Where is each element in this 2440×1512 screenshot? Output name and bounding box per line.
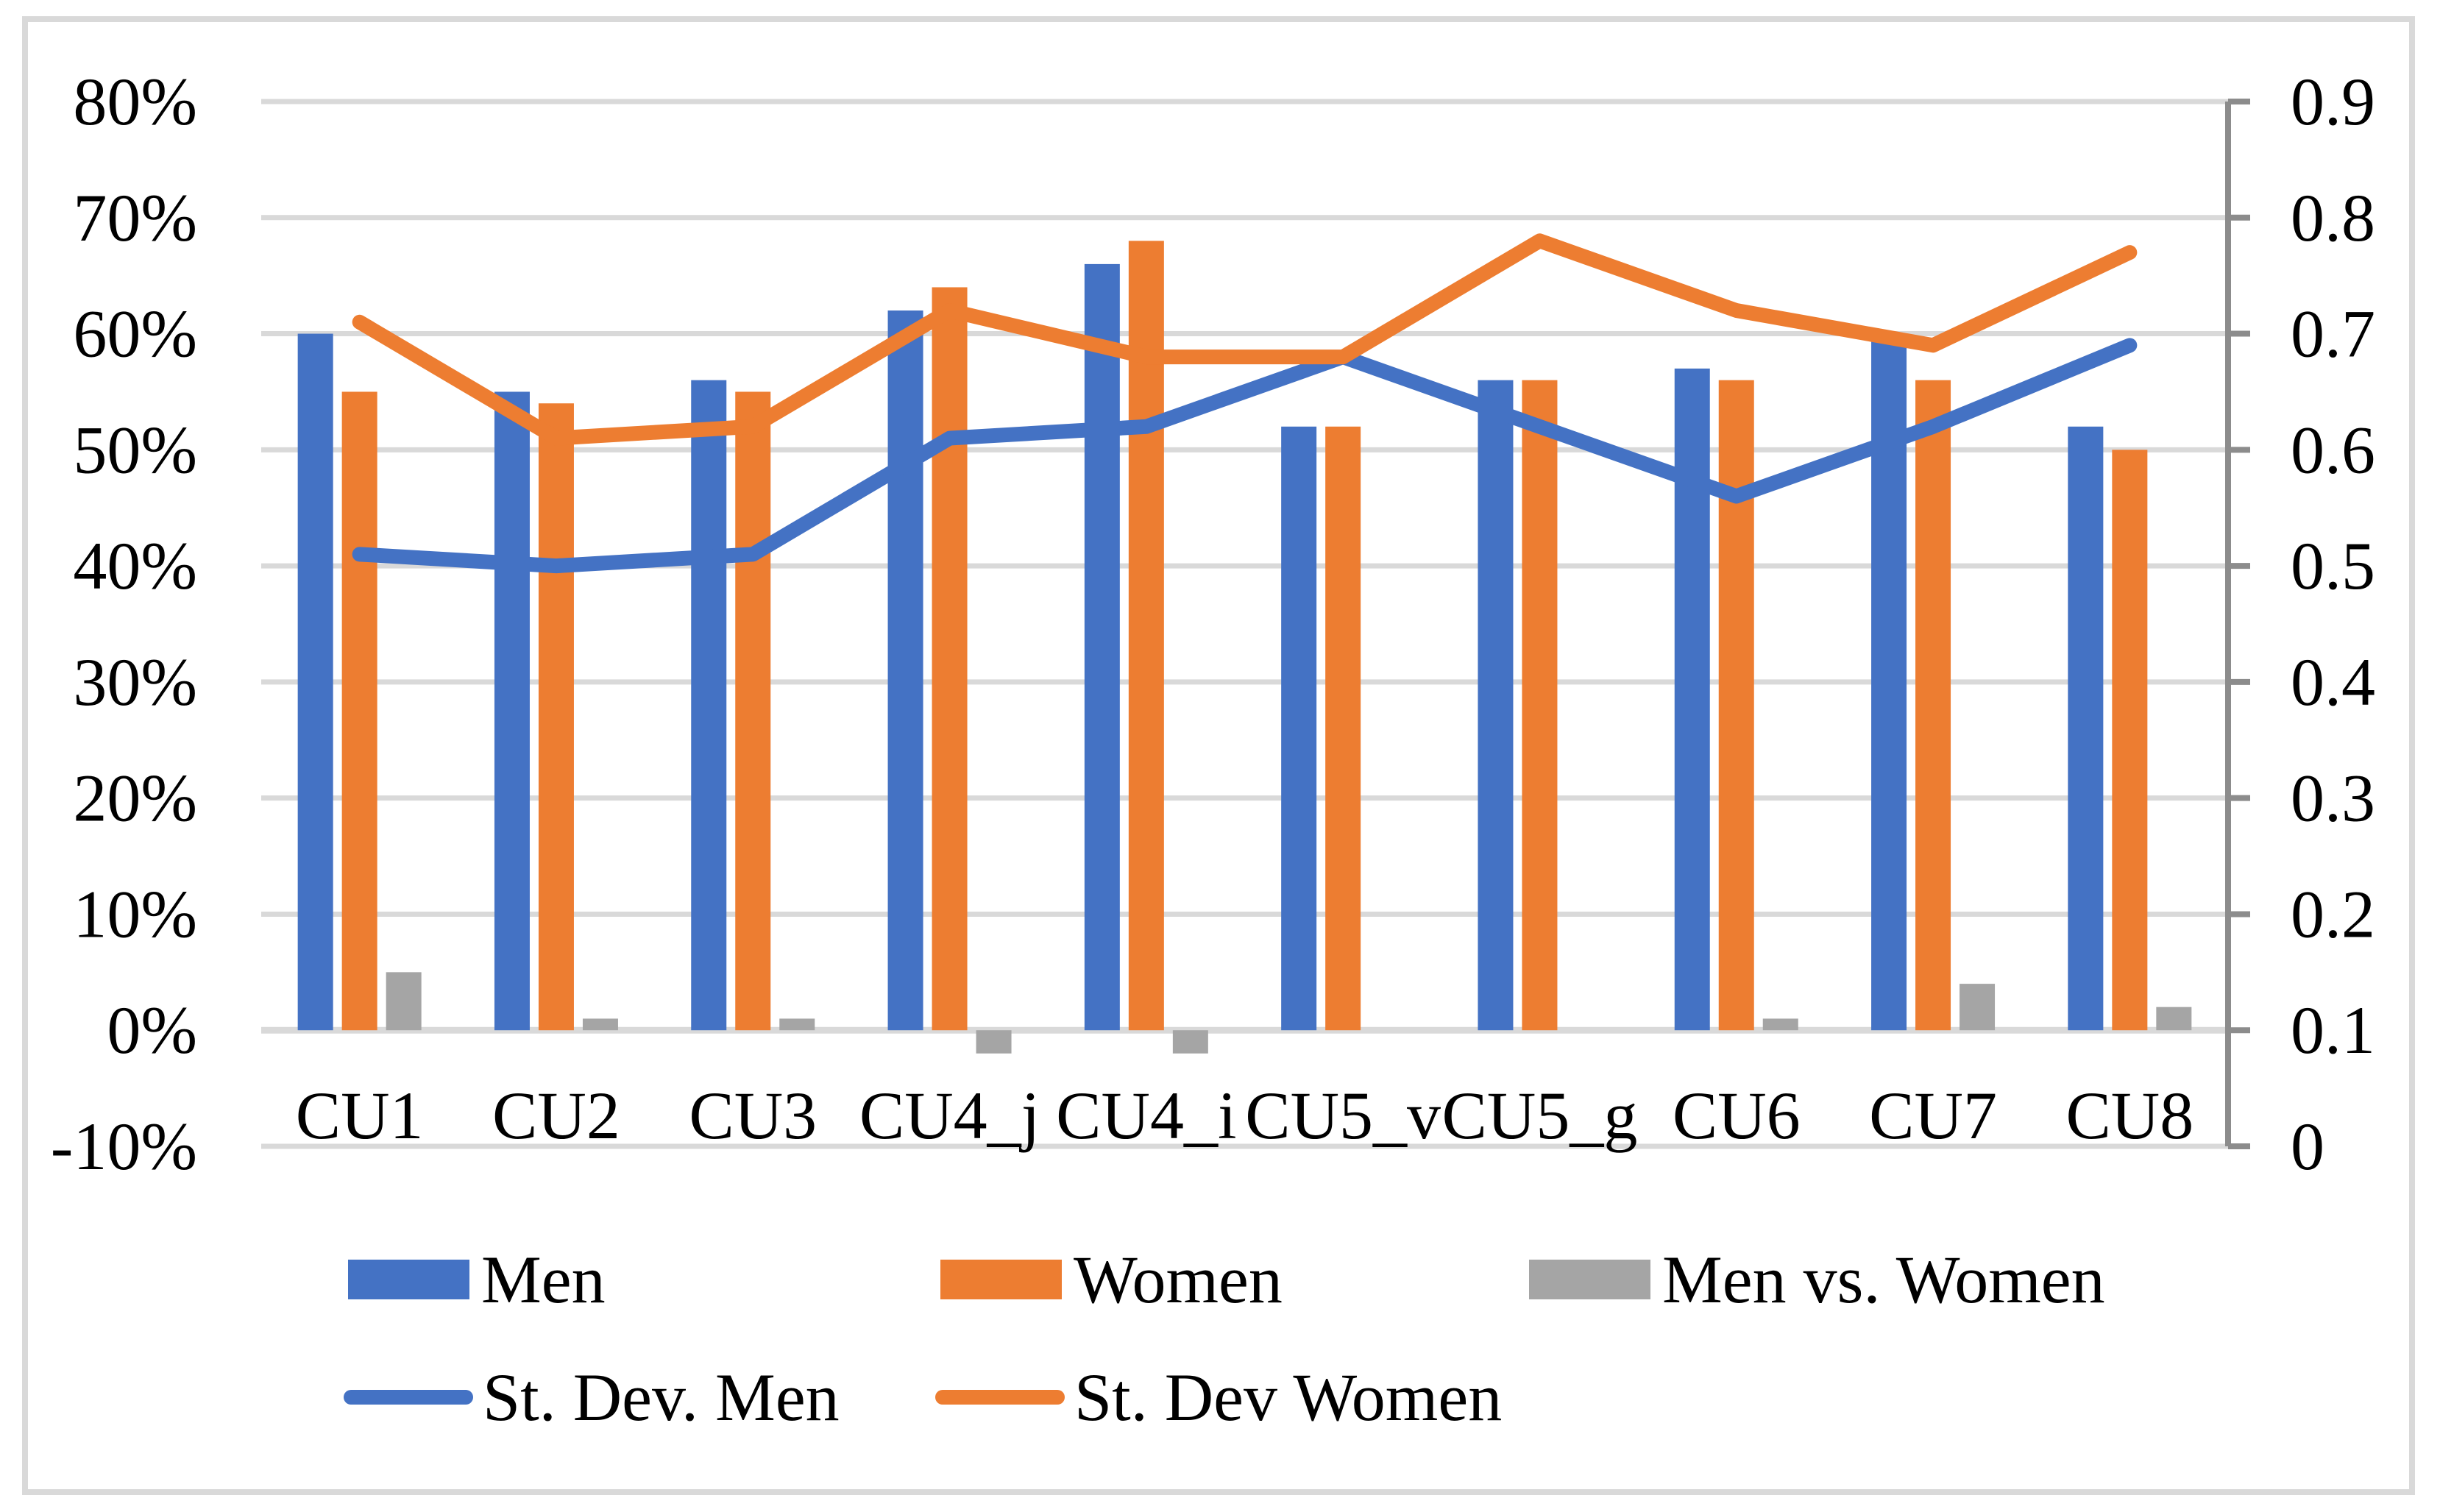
right-axis-label-0.4: 0.4 <box>2291 645 2375 720</box>
chart-border <box>22 16 2415 1495</box>
bar-women-CU6 <box>1718 380 1754 1031</box>
bar-men-vs-women-CU8 <box>2156 1007 2192 1031</box>
right-axis-label-0: 0 <box>2291 1109 2324 1184</box>
legend-swatch-men <box>348 1260 469 1299</box>
left-axis-label--10%: -10% <box>51 1109 197 1184</box>
x-axis-label-CU4_i: CU4_i <box>1056 1078 1236 1153</box>
bar-men-vs-women-CU6 <box>1762 1018 1798 1031</box>
right-axis-label-0.8: 0.8 <box>2291 180 2375 255</box>
bar-men-vs-women-CU1 <box>386 972 422 1031</box>
legend-swatch-men-vs-women <box>1529 1260 1650 1299</box>
x-axis-label-CU1: CU1 <box>296 1078 424 1153</box>
right-axis-label-0.6: 0.6 <box>2291 412 2375 487</box>
bar-women-CU2 <box>538 403 574 1031</box>
bar-men-CU2 <box>494 391 530 1031</box>
legend-item-men: Men <box>348 1242 606 1317</box>
x-axis-label-CU5_v: CU5_v <box>1245 1078 1441 1153</box>
left-axis-label-0%: 0% <box>107 993 197 1068</box>
x-axis-label-CU7: CU7 <box>1869 1078 1997 1153</box>
x-axis-label-CU4_j: CU4_j <box>859 1078 1040 1153</box>
bar-women-CU3 <box>735 391 771 1031</box>
left-axis-label-20%: 20% <box>73 761 197 836</box>
right-axis-label-0.3: 0.3 <box>2291 761 2375 836</box>
legend-item-stdev-women: St. Dev Women <box>935 1360 1502 1435</box>
bar-men-vs-women-CU3 <box>779 1018 815 1031</box>
left-axis-label-10%: 10% <box>73 876 197 951</box>
left-axis-label-50%: 50% <box>73 412 197 487</box>
bar-women-CU5_v <box>1325 426 1361 1031</box>
bar-men-CU6 <box>1674 368 1710 1031</box>
bar-men-CU1 <box>297 333 333 1031</box>
right-axis-label-0.9: 0.9 <box>2291 64 2375 139</box>
legend-label-stdev-women: St. Dev Women <box>1074 1360 1503 1435</box>
line-st-dev-men <box>352 338 2138 574</box>
right-axis-label-0.1: 0.1 <box>2291 993 2375 1068</box>
legend-swatch-women <box>940 1260 1062 1299</box>
left-axis-label-70%: 70% <box>73 180 197 255</box>
bar-men-vs-women-CU4_i <box>1172 1030 1208 1054</box>
left-axis-label-30%: 30% <box>73 645 197 720</box>
bar-men-CU4_i <box>1084 263 1120 1031</box>
legend-label-stdev-men: St. Dev. Men <box>483 1360 840 1435</box>
line-st-dev-women <box>352 233 2138 446</box>
x-axis-label-CU2: CU2 <box>492 1078 620 1153</box>
legend-label-women: Women <box>1074 1242 1283 1317</box>
bar-men-vs-women-CU2 <box>582 1018 618 1031</box>
x-axis-label-CU6: CU6 <box>1673 1078 1801 1153</box>
bar-men-CU5_g <box>1478 380 1514 1031</box>
x-axis-label-CU5_g: CU5_g <box>1442 1078 1638 1153</box>
left-axis-label-40%: 40% <box>73 528 197 603</box>
x-axis-label-CU3: CU3 <box>689 1078 817 1153</box>
legend-item-women: Women <box>940 1242 1283 1317</box>
legend-swatch-stdev-men <box>344 1390 473 1405</box>
bar-women-CU4_j <box>932 287 968 1031</box>
bar-women-CU7 <box>1915 380 1951 1031</box>
x-axis-label-CU8: CU8 <box>2065 1078 2193 1153</box>
legend-item-men-vs-women: Men vs. Women <box>1529 1242 2105 1317</box>
legend-label-men-vs-women: Men vs. Women <box>1662 1242 2105 1317</box>
bar-men-vs-women-CU4_j <box>976 1030 1012 1054</box>
left-axis-label-60%: 60% <box>73 297 197 372</box>
right-axis-label-0.5: 0.5 <box>2291 528 2375 603</box>
bar-men-CU8 <box>2068 426 2104 1031</box>
left-axis-label-80%: 80% <box>73 64 197 139</box>
bar-women-CU5_g <box>1522 380 1558 1031</box>
bar-men-CU4_j <box>887 310 923 1031</box>
bar-men-CU3 <box>691 380 727 1031</box>
legend-item-stdev-men: St. Dev. Men <box>344 1360 840 1435</box>
right-axis-label-0.7: 0.7 <box>2291 297 2375 372</box>
right-axis-label-0.2: 0.2 <box>2291 876 2375 951</box>
bar-women-CU1 <box>341 391 377 1031</box>
bar-women-CU4_i <box>1128 241 1164 1031</box>
bar-men-CU5_v <box>1281 426 1317 1031</box>
legend-label-men: Men <box>481 1242 606 1317</box>
bar-women-CU8 <box>2112 450 2148 1031</box>
bar-men-vs-women-CU7 <box>1960 984 1996 1031</box>
legend-swatch-stdev-women <box>935 1390 1065 1405</box>
